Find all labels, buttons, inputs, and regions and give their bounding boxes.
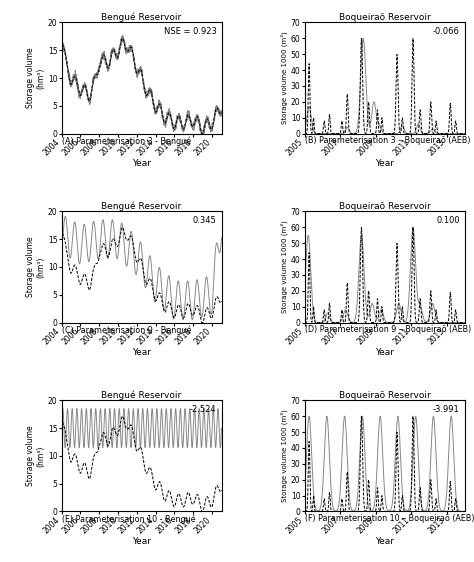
X-axis label: Year: Year xyxy=(132,348,151,357)
Y-axis label: Storage volume 1000 (m³): Storage volume 1000 (m³) xyxy=(281,220,288,314)
Text: -2.524: -2.524 xyxy=(190,405,217,414)
Title: Boqueiraõ Reservoir: Boqueiraõ Reservoir xyxy=(339,13,430,22)
Text: -0.066: -0.066 xyxy=(433,27,460,36)
Text: 0.345: 0.345 xyxy=(193,216,217,225)
Y-axis label: Storage volume
(hm³): Storage volume (hm³) xyxy=(26,237,45,297)
Y-axis label: Storage volume
(hm³): Storage volume (hm³) xyxy=(26,48,45,108)
X-axis label: Year: Year xyxy=(132,537,151,546)
Text: NSE = 0.923: NSE = 0.923 xyxy=(164,27,217,36)
X-axis label: Year: Year xyxy=(375,537,394,546)
X-axis label: Year: Year xyxy=(375,348,394,357)
Text: -3.991: -3.991 xyxy=(433,405,460,414)
Y-axis label: Storage volume
(hm³): Storage volume (hm³) xyxy=(26,425,45,486)
Text: (F) Parameterisation 10 – Boqueiraõ (AEB): (F) Parameterisation 10 – Boqueiraõ (AEB… xyxy=(305,514,474,523)
Y-axis label: Storage volume 1000 (m³): Storage volume 1000 (m³) xyxy=(281,31,288,124)
Title: Bengué Reservoir: Bengué Reservoir xyxy=(101,12,182,22)
Text: (A) Parameterisation 3 - Bengué: (A) Parameterisation 3 - Bengué xyxy=(62,137,191,146)
X-axis label: Year: Year xyxy=(375,159,394,168)
Title: Bengué Reservoir: Bengué Reservoir xyxy=(101,201,182,211)
Title: Boqueiraõ Reservoir: Boqueiraõ Reservoir xyxy=(339,202,430,211)
Text: (E) Parameterisation 10 - Bengué: (E) Parameterisation 10 - Bengué xyxy=(62,514,195,524)
Title: Boqueiraõ Reservoir: Boqueiraõ Reservoir xyxy=(339,391,430,400)
Text: (B) Parameterisation 3 – Boqueiraõ (AEB): (B) Parameterisation 3 – Boqueiraõ (AEB) xyxy=(305,137,470,146)
X-axis label: Year: Year xyxy=(132,159,151,168)
Text: (D) Parameterisation 9 – Boqueiraõ (AEB): (D) Parameterisation 9 – Boqueiraõ (AEB) xyxy=(305,325,471,334)
Text: (C) Parameterisation 9 - Bengué: (C) Parameterisation 9 - Bengué xyxy=(62,325,191,335)
Y-axis label: Storage volume 1000 (m³): Storage volume 1000 (m³) xyxy=(281,410,288,502)
Title: Bengué Reservoir: Bengué Reservoir xyxy=(101,390,182,400)
Text: 0.100: 0.100 xyxy=(436,216,460,225)
